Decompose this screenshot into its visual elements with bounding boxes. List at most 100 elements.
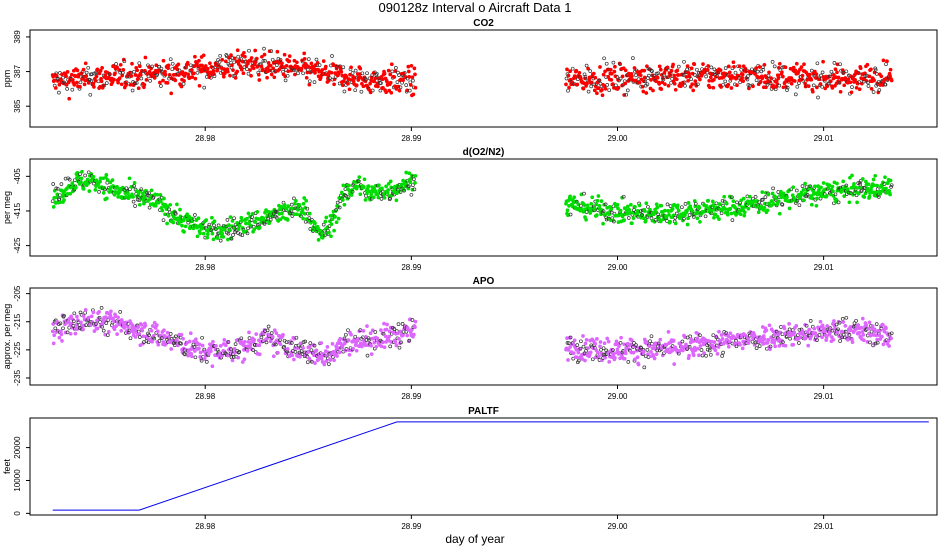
data-point <box>715 74 719 78</box>
data-point <box>116 315 120 320</box>
data-point <box>283 74 287 79</box>
data-point <box>270 334 275 339</box>
data-point <box>346 338 351 342</box>
data-point <box>256 72 261 77</box>
data-point <box>349 332 353 337</box>
data-point <box>364 338 369 342</box>
data-point <box>148 197 152 201</box>
data-point <box>413 72 417 77</box>
data-point <box>128 336 133 341</box>
data-point <box>601 221 605 226</box>
data-point <box>226 237 230 242</box>
data-point <box>298 341 303 346</box>
data-point <box>185 60 190 65</box>
data-point <box>680 339 685 344</box>
data-point <box>231 68 235 72</box>
data-point <box>250 215 254 219</box>
data-point <box>204 360 209 364</box>
data-point <box>709 65 714 70</box>
data-point <box>182 78 186 83</box>
data-point <box>603 86 608 91</box>
data-point <box>857 185 862 190</box>
data-point <box>685 208 689 213</box>
data-point <box>814 203 819 208</box>
data-point <box>302 196 307 200</box>
data-point <box>698 77 702 82</box>
data-point <box>603 355 607 360</box>
data-point <box>335 341 340 346</box>
data-point <box>777 344 782 348</box>
data-point <box>259 335 264 340</box>
data-point <box>343 341 347 346</box>
data-point <box>827 183 832 187</box>
data-point <box>112 319 116 324</box>
data-point <box>259 64 264 69</box>
data-point <box>278 338 282 343</box>
data-point <box>799 65 804 69</box>
data-point <box>52 333 57 338</box>
data-point <box>389 340 394 344</box>
data-point <box>602 341 607 346</box>
data-point <box>845 187 850 192</box>
data-point <box>181 336 185 341</box>
data-point <box>712 340 717 344</box>
data-point <box>265 336 269 341</box>
data-point <box>567 341 571 346</box>
data-point <box>809 68 814 73</box>
y-axis-label: approx. per meg <box>2 304 12 370</box>
data-point <box>285 347 290 351</box>
x-tick-label: 28.99 <box>401 134 422 143</box>
data-point <box>613 64 617 69</box>
data-point <box>246 61 250 66</box>
data-point <box>647 73 651 78</box>
data-point <box>802 198 806 203</box>
y-tick-label: 10000 <box>13 469 22 492</box>
data-point <box>273 342 278 347</box>
data-point <box>330 217 335 222</box>
data-point <box>747 338 751 342</box>
data-point <box>642 75 647 80</box>
data-point <box>565 208 570 213</box>
data-point <box>412 177 416 182</box>
data-point <box>226 231 231 236</box>
data-point <box>886 180 890 185</box>
data-point <box>879 74 884 79</box>
data-point <box>761 67 766 72</box>
data-point <box>716 70 721 75</box>
data-point <box>411 92 416 97</box>
data-point <box>359 89 364 94</box>
data-point <box>65 87 69 91</box>
data-point <box>304 198 309 203</box>
data-point <box>793 68 798 73</box>
y-tick-label: 389 <box>13 30 22 44</box>
data-point <box>830 184 835 189</box>
data-point <box>292 357 296 362</box>
data-point <box>883 82 888 87</box>
data-point <box>687 345 692 349</box>
data-point <box>772 332 777 337</box>
data-point <box>252 227 257 232</box>
data-point <box>648 86 653 91</box>
data-point <box>369 192 374 197</box>
data-point <box>722 194 727 199</box>
data-point <box>400 322 405 326</box>
data-point <box>135 68 140 73</box>
data-point <box>239 215 244 220</box>
data-point <box>139 187 144 192</box>
data-point <box>582 81 586 85</box>
data-point <box>356 179 361 184</box>
data-point <box>104 81 109 85</box>
data-point <box>652 356 657 361</box>
data-point <box>139 76 144 81</box>
data-point <box>618 76 623 81</box>
data-point <box>252 338 257 342</box>
data-point <box>61 75 65 80</box>
data-point <box>680 205 684 210</box>
data-point <box>310 218 314 222</box>
data-point <box>341 79 346 83</box>
data-point <box>68 191 73 196</box>
data-point <box>776 76 781 81</box>
data-point <box>381 86 385 90</box>
data-point <box>828 192 833 197</box>
data-point <box>98 68 103 73</box>
